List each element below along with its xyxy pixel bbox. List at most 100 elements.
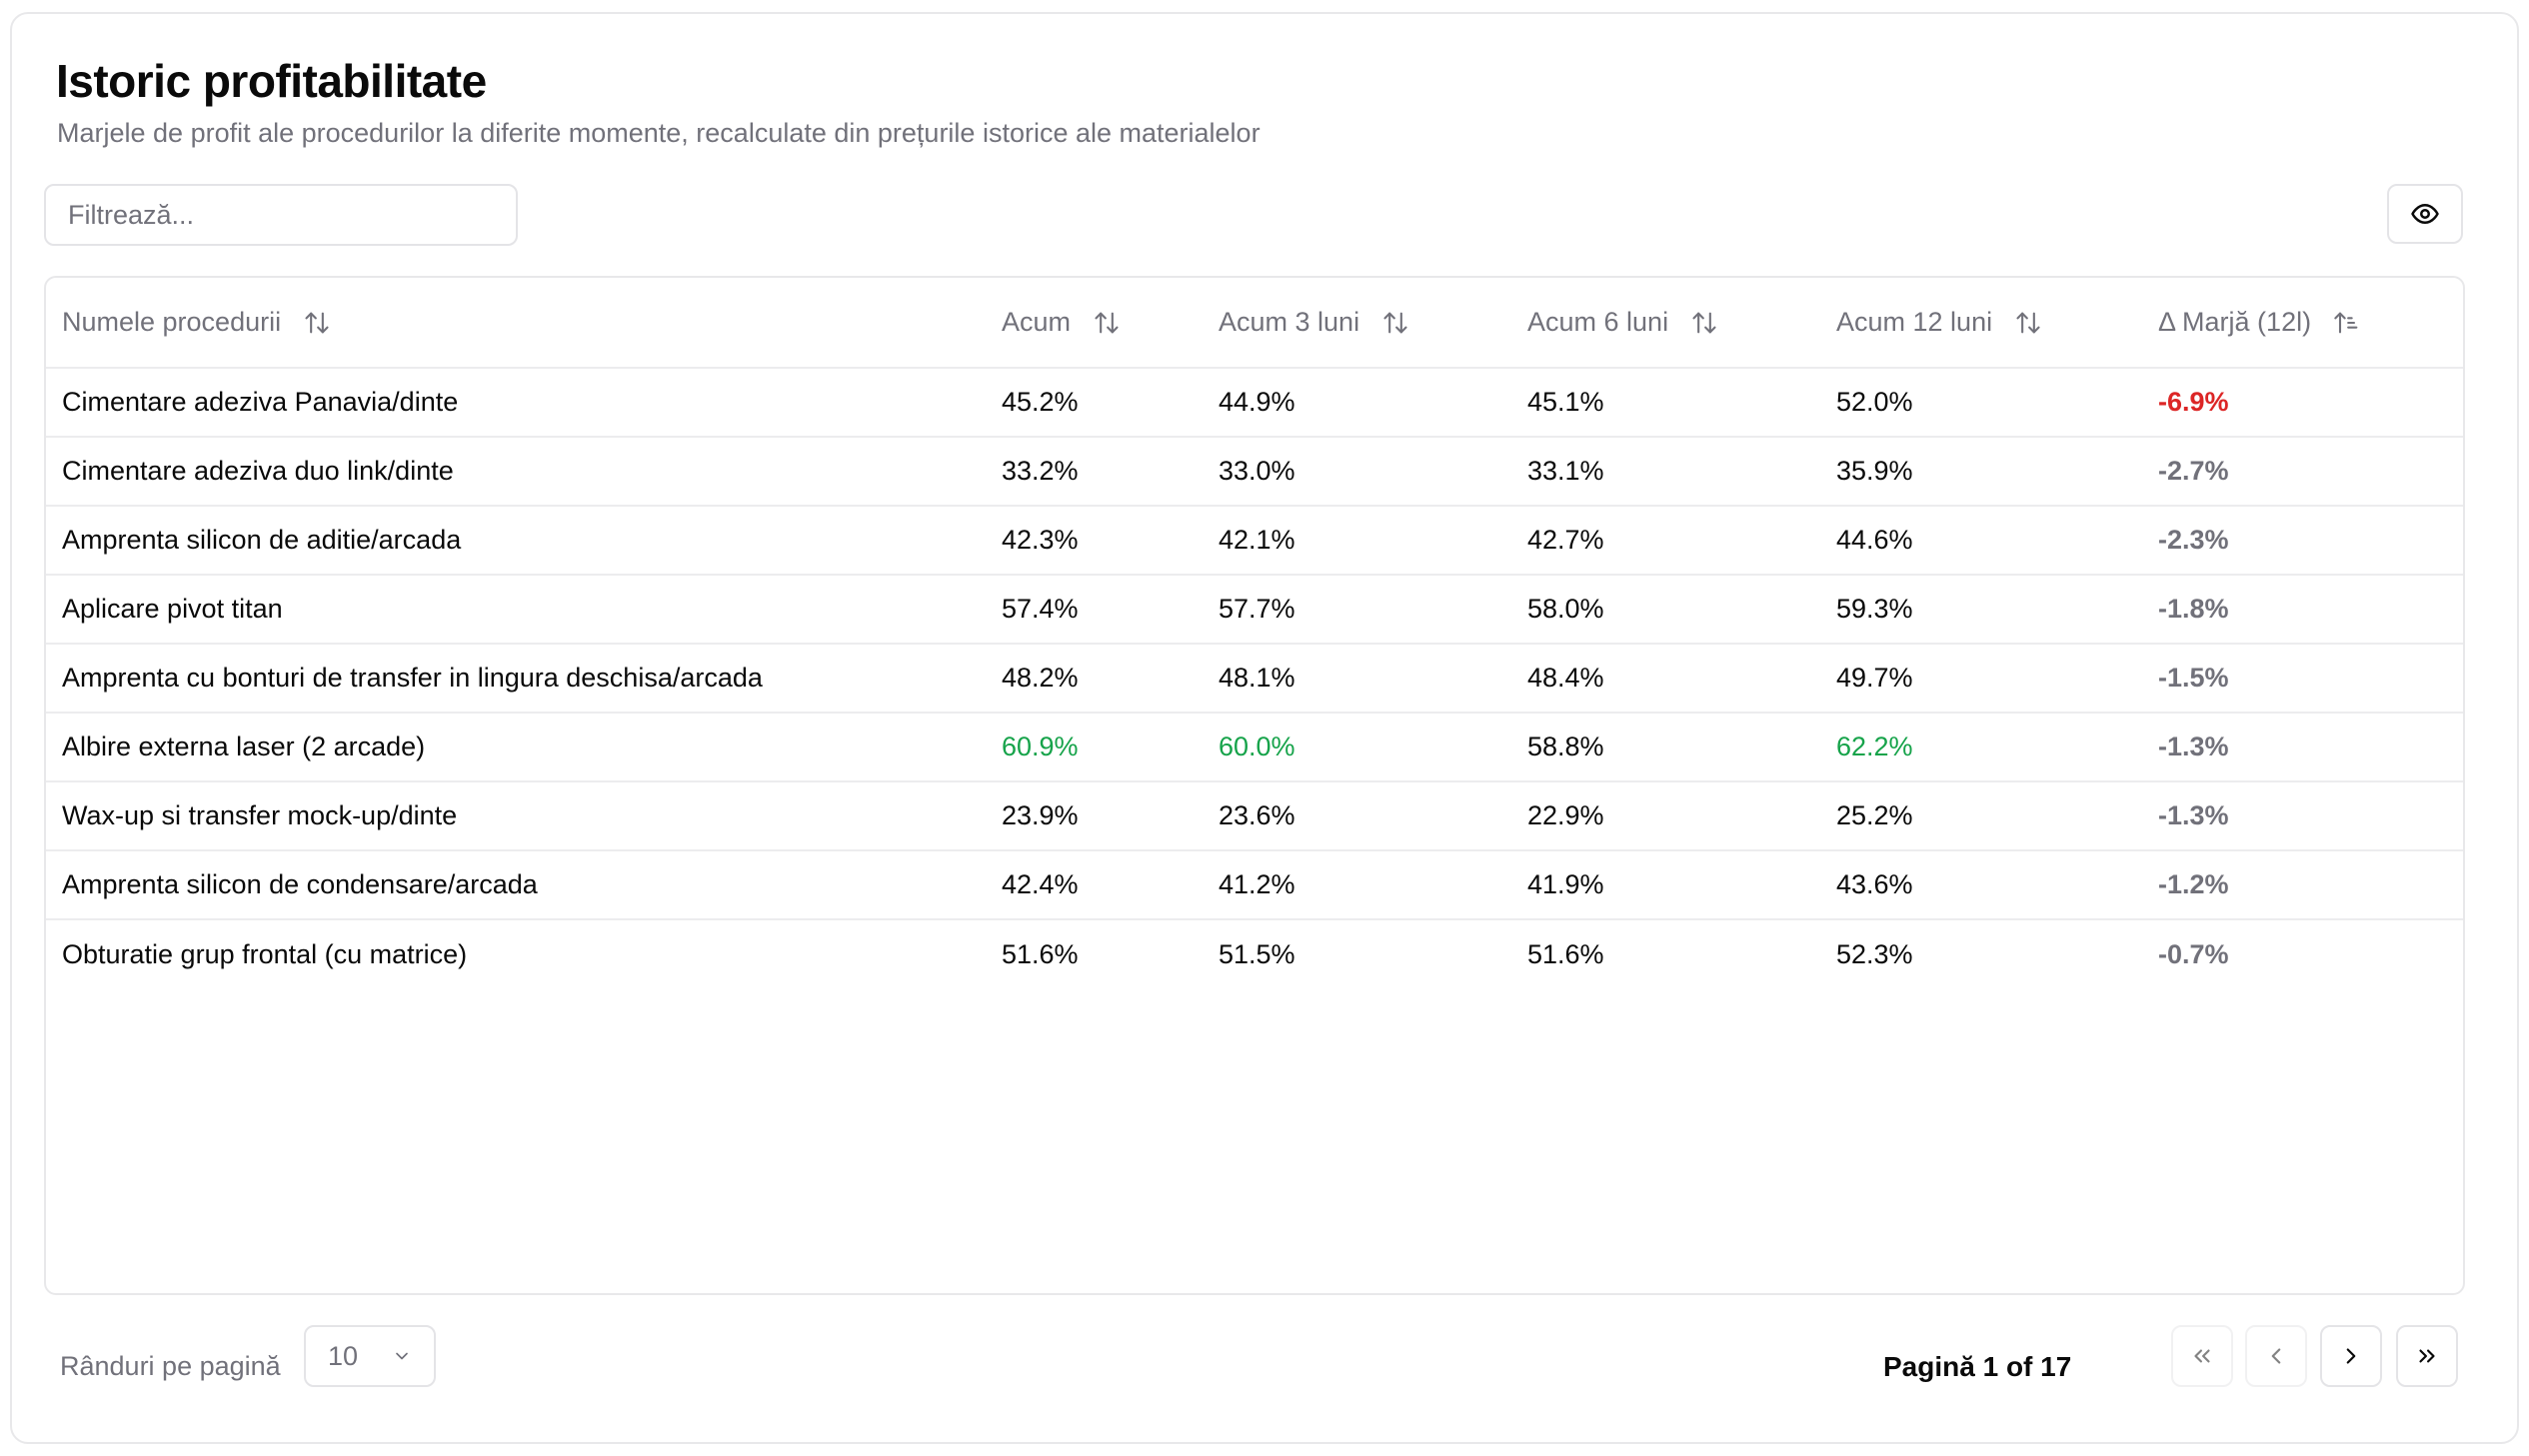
cell-m12: 43.6% (1820, 850, 2142, 920)
cell-now: 45.2% (986, 368, 1203, 438)
table-row: Wax-up si transfer mock-up/dinte 23.9% 23.… (46, 781, 2463, 851)
cell-m6: 45.1% (1511, 368, 1820, 438)
table-row: Albire externa laser (2 arcade) 60.9% 60.0… (46, 713, 2463, 782)
cell-delta: -0.7% (2158, 938, 2229, 969)
cell-m3: 51.5% (1219, 938, 1295, 969)
table-row: Obturatie grup frontal (cu matrice) 51.6%… (46, 919, 2463, 988)
cell-name: Aplicare pivot titan (46, 575, 986, 645)
cell-delta: -2.7% (2142, 437, 2463, 507)
sort-ascending-icon[interactable] (2333, 309, 2361, 337)
cell-name: Cimentare adeziva duo link/dinte (46, 437, 986, 507)
cell-m12: 25.2% (1820, 781, 2142, 851)
cell-m6: 42.7% (1511, 506, 1820, 576)
cell-name: Albire externa laser (2 arcade) (46, 713, 986, 782)
column-header-now[interactable]: Acum (986, 278, 1203, 369)
cell-name: Amprenta cu bonturi de transfer in lingu… (46, 644, 986, 714)
cell-now: 42.4% (986, 850, 1203, 920)
cell-name: Wax-up si transfer mock-up/dinte (46, 781, 986, 851)
cell-m12: 44.6% (1820, 506, 2142, 576)
rows-per-page-select[interactable]: 10 (304, 1325, 436, 1387)
sort-icon[interactable] (1093, 309, 1121, 337)
rows-per-page-value: 10 (328, 1340, 359, 1371)
cell-m12: 52.3% (1836, 938, 1913, 969)
cell-m12: 59.3% (1820, 575, 2142, 645)
cell-m3: 33.0% (1203, 437, 1511, 507)
column-header-label: Δ Marjă (12l) (2158, 307, 2312, 337)
cell-m6: 33.1% (1511, 437, 1820, 507)
cell-m3: 44.9% (1203, 368, 1511, 438)
cell-m6: 51.6% (1527, 938, 1604, 969)
cell-delta: -6.9% (2142, 368, 2463, 438)
cell-m6: 22.9% (1511, 781, 1820, 851)
cell-delta: -1.5% (2142, 644, 2463, 714)
cell-now: 42.3% (986, 506, 1203, 576)
page-info: Pagină 1 of 17 (1883, 1351, 2072, 1382)
column-header-delta[interactable]: Δ Marjă (12l) (2142, 278, 2463, 369)
cell-m3: 42.1% (1203, 506, 1511, 576)
table-header-row: Numele procedurii Acum Acum 3 luni Acum 6 l… (46, 278, 2463, 369)
sort-icon[interactable] (1690, 309, 1718, 337)
chevron-left-icon (2263, 1343, 2289, 1369)
column-header-12-months[interactable]: Acum 12 luni (1820, 278, 2142, 369)
first-page-button[interactable] (2171, 1325, 2233, 1387)
cell-m6: 58.8% (1511, 713, 1820, 782)
cell-now: 57.4% (986, 575, 1203, 645)
sort-icon[interactable] (2014, 309, 2042, 337)
cell-now: 33.2% (986, 437, 1203, 507)
previous-page-button[interactable] (2245, 1325, 2307, 1387)
next-page-button[interactable] (2320, 1325, 2382, 1387)
chevrons-right-icon (2414, 1343, 2440, 1369)
sort-icon[interactable] (1381, 309, 1409, 337)
cell-m12: 52.0% (1820, 368, 2142, 438)
cell-m6: 48.4% (1511, 644, 1820, 714)
chevron-down-icon (392, 1346, 412, 1366)
cell-m12: 62.2% (1820, 713, 2142, 782)
last-page-button[interactable] (2396, 1325, 2458, 1387)
cell-now: 51.6% (1002, 938, 1079, 969)
filter-input[interactable] (44, 184, 518, 246)
page-title: Istoric profitabilitate (56, 55, 487, 107)
cell-now: 48.2% (986, 644, 1203, 714)
chevrons-left-icon (2189, 1343, 2215, 1369)
cell-name: Amprenta silicon de aditie/arcada (46, 506, 986, 576)
cell-m3: 48.1% (1203, 644, 1511, 714)
eye-icon (2410, 199, 2440, 229)
cell-name: Cimentare adeziva Panavia/dinte (46, 368, 986, 438)
column-header-label: Numele procedurii (62, 307, 282, 337)
column-header-3-months[interactable]: Acum 3 luni (1203, 278, 1511, 369)
cell-delta: -2.3% (2142, 506, 2463, 576)
chevron-right-icon (2338, 1343, 2364, 1369)
cell-now: 23.9% (986, 781, 1203, 851)
column-header-label: Acum (1002, 307, 1072, 337)
rows-per-page-label: Rânduri pe pagină (60, 1351, 281, 1381)
table-row: Cimentare adeziva duo link/dinte 33.2% 33.… (46, 437, 2463, 507)
profitability-table: Numele procedurii Acum Acum 3 luni Acum 6 l… (44, 276, 2465, 1295)
cell-m3: 23.6% (1203, 781, 1511, 851)
cell-m3: 41.2% (1203, 850, 1511, 920)
cell-m3: 57.7% (1203, 575, 1511, 645)
column-header-label: Acum 6 luni (1527, 307, 1669, 337)
column-header-label: Acum 12 luni (1836, 307, 1993, 337)
table-row: Amprenta silicon de condensare/arcada 42.… (46, 850, 2463, 920)
cell-m6: 58.0% (1511, 575, 1820, 645)
table-row: Aplicare pivot titan 57.4% 57.7% 58.0% 59.3%… (46, 575, 2463, 645)
table-body: Cimentare adeziva Panavia/dinte 45.2% 44.9… (46, 368, 2463, 988)
table-row: Amprenta cu bonturi de transfer in lingu… (46, 644, 2463, 714)
table-row: Amprenta silicon de aditie/arcada 42.3% 42… (46, 506, 2463, 576)
cell-delta: -1.3% (2142, 713, 2463, 782)
cell-m6: 41.9% (1511, 850, 1820, 920)
cell-m3: 60.0% (1203, 713, 1511, 782)
sort-icon[interactable] (303, 309, 331, 337)
table-row: Cimentare adeziva Panavia/dinte 45.2% 44.9… (46, 368, 2463, 438)
column-visibility-button[interactable] (2387, 184, 2463, 244)
column-header-6-months[interactable]: Acum 6 luni (1511, 278, 1820, 369)
cell-delta: -1.2% (2142, 850, 2463, 920)
cell-name: Amprenta silicon de condensare/arcada (46, 850, 986, 920)
cell-delta: -1.3% (2142, 781, 2463, 851)
column-header-label: Acum 3 luni (1219, 307, 1360, 337)
cell-name: Obturatie grup frontal (cu matrice) (62, 938, 468, 969)
page-subtitle: Marjele de profit ale procedurilor la di… (57, 118, 1261, 148)
column-header-name[interactable]: Numele procedurii (46, 278, 986, 369)
cell-m12: 35.9% (1820, 437, 2142, 507)
cell-m12: 49.7% (1820, 644, 2142, 714)
